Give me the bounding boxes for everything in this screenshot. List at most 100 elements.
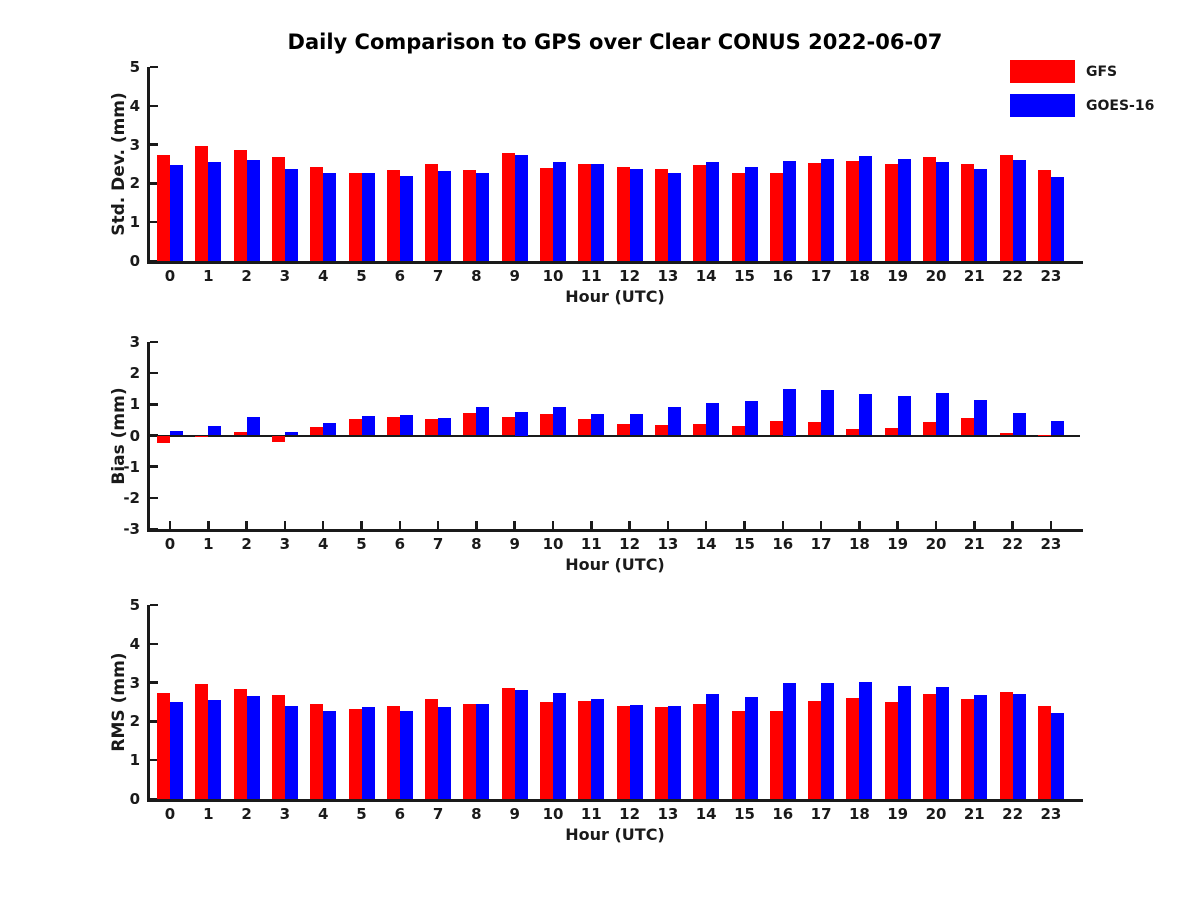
x-tick-label: 1	[203, 535, 214, 553]
bar-gfs	[884, 427, 898, 436]
x-tick-label: 11	[580, 267, 602, 285]
y-tick-mark	[150, 527, 158, 531]
x-tick-label: 13	[657, 805, 679, 823]
bar-gfs	[999, 433, 1013, 436]
bar-goes-16	[821, 390, 835, 436]
bar-goes-16	[438, 170, 452, 261]
bar-goes-16	[936, 393, 949, 436]
bar-gfs	[425, 164, 439, 261]
bar-gfs	[923, 421, 936, 436]
bar-goes-16	[706, 161, 720, 261]
legend-swatch-gfs	[1010, 60, 1075, 83]
x-tick-label: 21	[963, 535, 985, 553]
x-tick-label: 7	[432, 805, 444, 823]
bar-goes-16	[476, 704, 490, 799]
bar-gfs	[731, 425, 745, 436]
bar-gfs	[808, 701, 822, 799]
x-tick-label: 17	[810, 267, 832, 285]
y-tick-label: 0	[129, 426, 140, 445]
x-tick-mark	[321, 521, 325, 529]
x-axis-line	[147, 261, 1083, 264]
x-tick-label: 20	[925, 535, 947, 553]
x-tick-label: 2	[241, 535, 252, 553]
y-tick-mark	[150, 104, 158, 108]
bar-goes-16	[744, 167, 758, 261]
bar-gfs	[693, 423, 707, 436]
bar-goes-16	[591, 163, 605, 261]
x-tick-label: 23	[1040, 805, 1062, 823]
x-tick-label: 12	[619, 535, 641, 553]
bar-goes-16	[782, 161, 796, 261]
y-tick-mark	[150, 403, 158, 406]
x-tick-label: 2	[241, 267, 252, 285]
bar-gfs	[386, 705, 400, 799]
bar-gfs	[654, 707, 668, 799]
x-tick-label: 4	[317, 267, 329, 285]
x-tick-label: 11	[580, 805, 602, 823]
bar-goes-16	[974, 168, 988, 261]
x-tick-mark	[743, 521, 746, 529]
bar-goes-16	[859, 394, 873, 436]
bar-gfs	[157, 155, 170, 261]
bar-gfs	[271, 157, 285, 261]
bar-goes-16	[438, 706, 452, 799]
bar-goes-16	[1050, 421, 1064, 436]
bar-goes-16	[897, 159, 911, 261]
x-tick-label: 16	[772, 267, 794, 285]
x-tick-label: 23	[1040, 535, 1062, 553]
bar-gfs	[731, 172, 745, 261]
bar-goes-16	[170, 164, 183, 261]
bar-gfs	[769, 420, 783, 436]
bar-goes-16	[399, 710, 413, 799]
x-tick-label: 18	[848, 267, 870, 285]
bar-goes-16	[974, 399, 988, 436]
bar-goes-16	[361, 416, 375, 436]
x-tick-label: 17	[810, 805, 832, 823]
bar-gfs	[923, 157, 936, 261]
x-tick-mark	[207, 521, 210, 529]
y-tick-mark	[150, 720, 158, 723]
bar-goes-16	[782, 683, 796, 799]
x-axis-line	[147, 529, 1083, 532]
y-tick-label: 5	[129, 58, 140, 76]
bar-goes-16	[591, 413, 605, 436]
y-tick-mark	[150, 758, 158, 762]
x-tick-label: 16	[772, 805, 794, 823]
bar-gfs	[808, 163, 822, 261]
x-tick-label: 22	[1002, 535, 1024, 553]
bar-goes-16	[821, 682, 835, 799]
x-tick-label: 20	[925, 805, 947, 823]
y-tick-label: 2	[129, 364, 140, 383]
bar-goes-16	[667, 172, 681, 261]
x-tick-label: 4	[317, 805, 329, 823]
x-tick-label: 0	[164, 805, 176, 823]
x-tick-mark	[245, 521, 248, 529]
zero-line	[150, 434, 1080, 437]
bar-gfs	[348, 708, 362, 799]
x-tick-label: 7	[432, 267, 444, 285]
x-tick-label: 14	[695, 805, 717, 823]
x-tick-label: 3	[279, 805, 291, 823]
bar-gfs	[616, 166, 630, 261]
y-tick-mark	[150, 465, 158, 468]
y-tick-label: -1	[123, 457, 140, 476]
x-tick-label: 6	[394, 535, 406, 553]
y-tick-mark	[150, 496, 158, 500]
bar-goes-16	[246, 160, 260, 261]
bar-goes-16	[361, 707, 375, 799]
y-tick-mark	[150, 143, 158, 146]
x-tick-label: 8	[471, 805, 482, 823]
bar-gfs	[654, 169, 668, 261]
x-tick-mark	[436, 521, 440, 529]
bar-gfs	[540, 413, 553, 436]
bar-gfs	[884, 164, 898, 261]
y-tick-label: 2	[129, 174, 140, 193]
x-tick-label: 10	[542, 805, 564, 823]
x-tick-label: 9	[509, 805, 520, 823]
y-tick-mark	[150, 642, 158, 646]
bar-goes-16	[897, 395, 911, 436]
bar-goes-16	[591, 699, 605, 799]
y-tick-label: 3	[129, 333, 140, 351]
bar-goes-16	[514, 689, 528, 799]
x-tick-label: 9	[509, 267, 520, 285]
